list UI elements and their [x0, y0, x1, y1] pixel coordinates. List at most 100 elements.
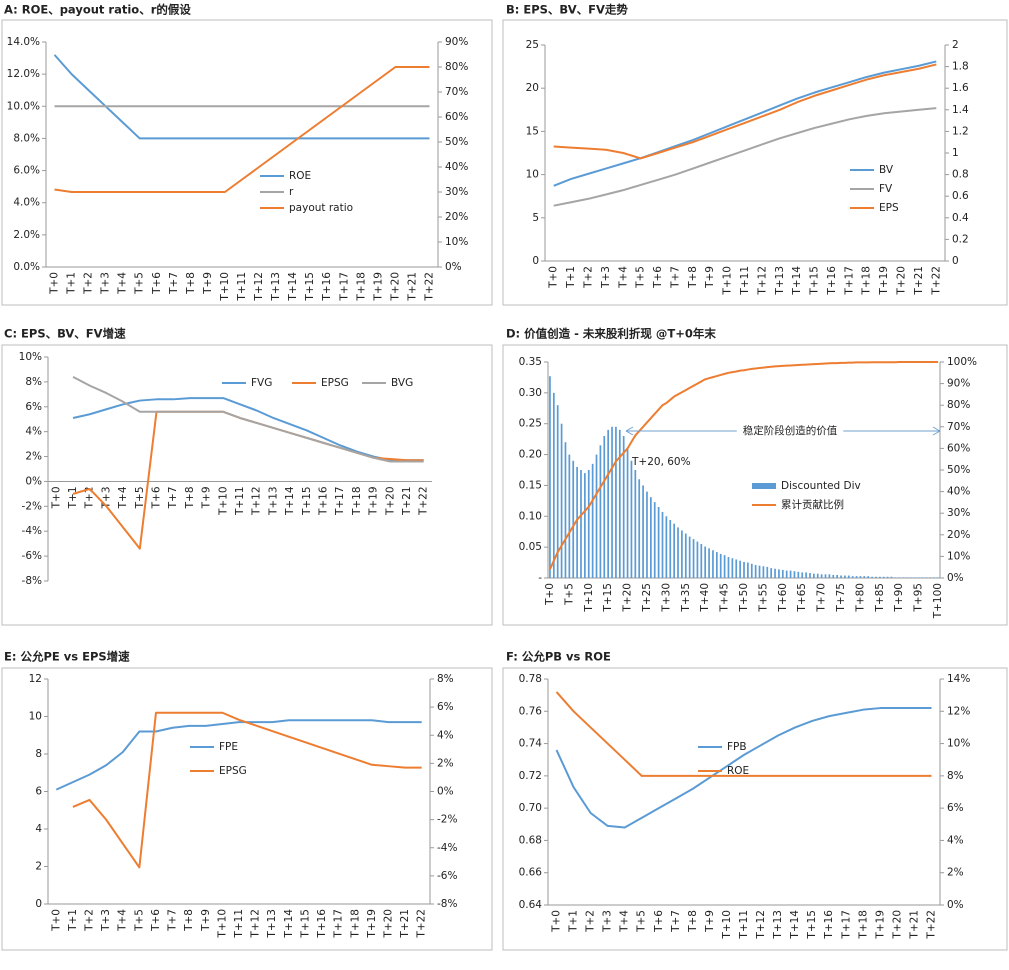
- bar: [836, 574, 839, 578]
- bar: [584, 473, 586, 578]
- x-tick-label: T+21: [913, 266, 925, 296]
- x-tick-label: T+16: [823, 910, 835, 940]
- bar: [603, 436, 606, 578]
- x-tick-label: T+14: [791, 266, 803, 296]
- bar: [758, 565, 761, 578]
- bar: [762, 566, 765, 578]
- x-tick-label: T+12: [251, 486, 263, 516]
- bar: [723, 555, 726, 578]
- x-tick-label: T+20: [384, 486, 396, 516]
- chart-title: F: 公允PB vs ROE: [506, 650, 611, 664]
- x-tick-label: T+7: [167, 909, 179, 932]
- y2ticks-label: 90%: [947, 378, 970, 390]
- y2ticks-label: -2%: [437, 814, 457, 826]
- yticks-label: 0.76: [519, 705, 543, 717]
- x-tick-label: T+3: [100, 909, 112, 932]
- bar: [677, 527, 679, 578]
- bar: [572, 460, 575, 578]
- series-line: [54, 66, 430, 193]
- x-tick-label: T+90: [893, 583, 905, 613]
- x-tick-label: T+11: [234, 486, 246, 516]
- x-tick-label: T+1: [565, 266, 577, 289]
- y2ticks-label: 0: [952, 255, 959, 267]
- series-line: [553, 107, 937, 207]
- bar: [929, 577, 932, 578]
- y2ticks-label: 1.2: [952, 125, 969, 137]
- x-tick-label: T+12: [756, 266, 768, 296]
- y2ticks-label: 14%: [947, 673, 970, 685]
- x-tick-label: T+10: [219, 272, 231, 302]
- bar: [642, 485, 644, 578]
- x-tick-label: T+2: [585, 910, 597, 933]
- x-tick-label: T+20: [896, 266, 908, 296]
- x-tick-label: T+3: [602, 910, 614, 933]
- x-tick-label: T+15: [806, 910, 818, 940]
- legend-label: payout ratio: [289, 202, 353, 214]
- bar: [832, 574, 835, 578]
- yticks-label: -8%: [22, 575, 42, 587]
- x-tick-label: T+21: [401, 486, 413, 516]
- series-line: [555, 707, 932, 829]
- yticks-label: 0.20: [519, 449, 542, 461]
- bar: [921, 577, 924, 578]
- series-line: [555, 691, 932, 777]
- x-tick-label: T+14: [287, 272, 299, 302]
- bar: [894, 577, 897, 578]
- yticks-label: 2: [35, 861, 42, 873]
- bar: [747, 562, 749, 578]
- x-tick-label: T+7: [167, 486, 179, 509]
- bar: [789, 570, 792, 578]
- legend-label: FV: [879, 183, 893, 195]
- x-tick-label: T+8: [185, 272, 197, 295]
- bar: [809, 573, 811, 578]
- bar: [793, 571, 796, 578]
- bar: [727, 557, 730, 578]
- x-tick-label: T+5: [563, 583, 575, 606]
- bar: [587, 470, 590, 578]
- y2ticks-label: 50%: [947, 464, 970, 476]
- x-tick-label: T+5: [635, 266, 647, 289]
- x-tick-label: T+0: [50, 909, 62, 932]
- bar: [704, 546, 707, 578]
- x-tick-label: T+14: [284, 486, 296, 516]
- bar: [840, 575, 842, 578]
- x-tick-label: T+6: [653, 910, 665, 933]
- x-tick-label: T+18: [857, 910, 869, 940]
- yticks-label: 0.35: [519, 356, 542, 368]
- x-tick-label: T+18: [349, 909, 361, 939]
- x-tick-label: T+17: [334, 486, 346, 516]
- x-tick-label: T+4: [117, 486, 129, 509]
- y2ticks-label: 0%: [947, 572, 964, 584]
- y2ticks-label: 4%: [947, 834, 964, 846]
- x-tick-label: T+3: [600, 266, 612, 289]
- yticks-label: 4: [35, 823, 42, 835]
- bar: [847, 575, 850, 578]
- x-tick-label: T+20: [891, 910, 903, 940]
- y2ticks-label: 0.2: [952, 233, 969, 245]
- yticks-label: 0%: [25, 475, 42, 487]
- x-tick-label: T+8: [184, 486, 196, 509]
- bar: [882, 576, 885, 578]
- y2ticks-label: 40%: [445, 161, 468, 173]
- y2ticks-label: 1: [952, 147, 959, 159]
- chart-title: D: 价值创造 - 未来股利折现 @T+0年末: [506, 327, 716, 341]
- y2ticks-label: 10%: [947, 550, 970, 562]
- bar: [595, 454, 598, 578]
- bar: [688, 536, 691, 578]
- bar: [630, 460, 633, 578]
- bar: [700, 544, 703, 578]
- bar: [626, 448, 629, 578]
- x-tick-label: T+1: [67, 486, 79, 509]
- yticks-label: 0.25: [519, 418, 542, 430]
- annotation: 稳定阶段创造的价值: [743, 424, 838, 437]
- bar: [735, 559, 738, 578]
- yticks-label: 0.66: [519, 867, 543, 879]
- x-tick-label: T+10: [583, 583, 595, 613]
- y2ticks-label: 6%: [947, 802, 964, 814]
- y2ticks-label: 0%: [437, 786, 454, 798]
- legend-label: 累计贡献比例: [781, 498, 844, 511]
- x-tick-label: T+17: [843, 266, 855, 296]
- bar: [731, 558, 734, 578]
- x-tick-label: T+6: [150, 909, 162, 932]
- bar: [781, 569, 784, 578]
